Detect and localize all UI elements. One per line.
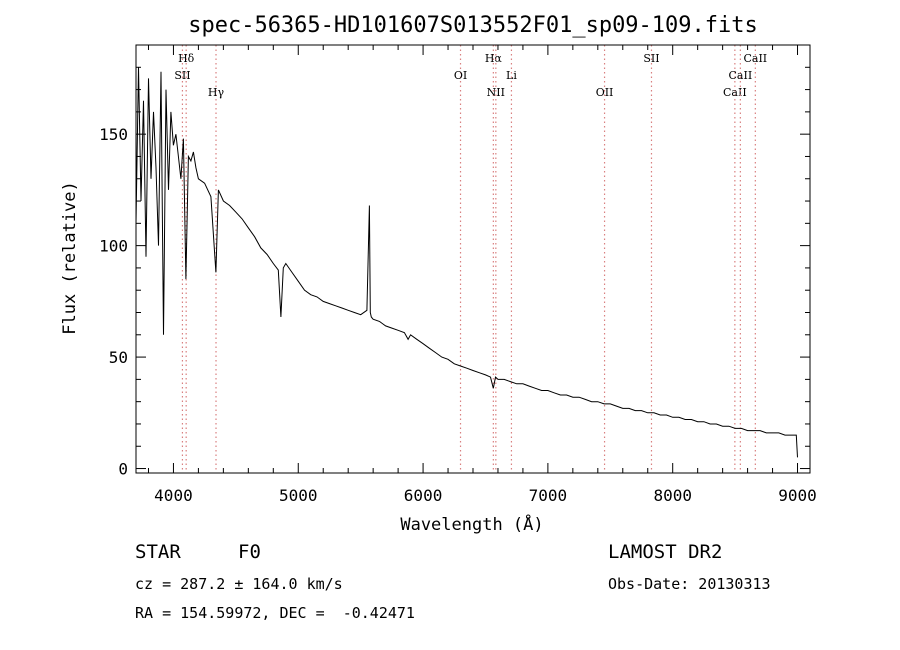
line-marker-label: Hδ: [178, 52, 195, 65]
line-marker-label: Hγ: [208, 86, 225, 99]
line-marker-label: CaII: [723, 86, 747, 99]
y-tick-label: 0: [118, 460, 128, 479]
x-tick-label: 8000: [653, 486, 692, 505]
x-tick-label: 9000: [778, 486, 817, 505]
line-marker-label: OI: [454, 69, 467, 82]
line-marker-label: NII: [487, 86, 505, 99]
line-marker-label: SII: [174, 69, 190, 82]
axis-ticks: 4000 5000 6000 7000 8000 9000 0 50 100 150: [99, 45, 817, 505]
x-tick-label: 5000: [279, 486, 318, 505]
y-tick-label: 100: [99, 237, 128, 256]
spectrum-line: [135, 67, 798, 458]
object-subclass: F0: [238, 541, 261, 563]
coordinates-readout: RA = 154.59972, DEC = -0.42471: [135, 604, 415, 622]
x-tick-label: 4000: [154, 486, 193, 505]
chart-title: spec-56365-HD101607S013552F01_sp09-109.f…: [188, 13, 758, 38]
y-tick-label: 150: [99, 125, 128, 144]
y-tick-label: 50: [109, 348, 128, 367]
plot-frame: [135, 44, 811, 474]
x-tick-label: 7000: [529, 486, 568, 505]
object-class: STAR: [135, 541, 181, 563]
line-marker-label: Hα: [485, 52, 503, 65]
line-marker-label: SII: [643, 52, 659, 65]
survey-label: LAMOST DR2: [608, 541, 723, 563]
obs-date: Obs-Date: 20130313: [608, 575, 771, 593]
line-marker-label: CaII: [729, 69, 753, 82]
x-axis-label: Wavelength (Å): [400, 513, 543, 535]
line-marker-label: Li: [506, 69, 517, 82]
x-tick-label: 6000: [404, 486, 443, 505]
line-marker-label: OII: [596, 86, 614, 99]
redshift-readout: cz = 287.2 ± 164.0 km/s: [135, 575, 343, 593]
line-marker-label: CaII: [743, 52, 767, 65]
y-axis-label: Flux (relative): [60, 181, 80, 335]
